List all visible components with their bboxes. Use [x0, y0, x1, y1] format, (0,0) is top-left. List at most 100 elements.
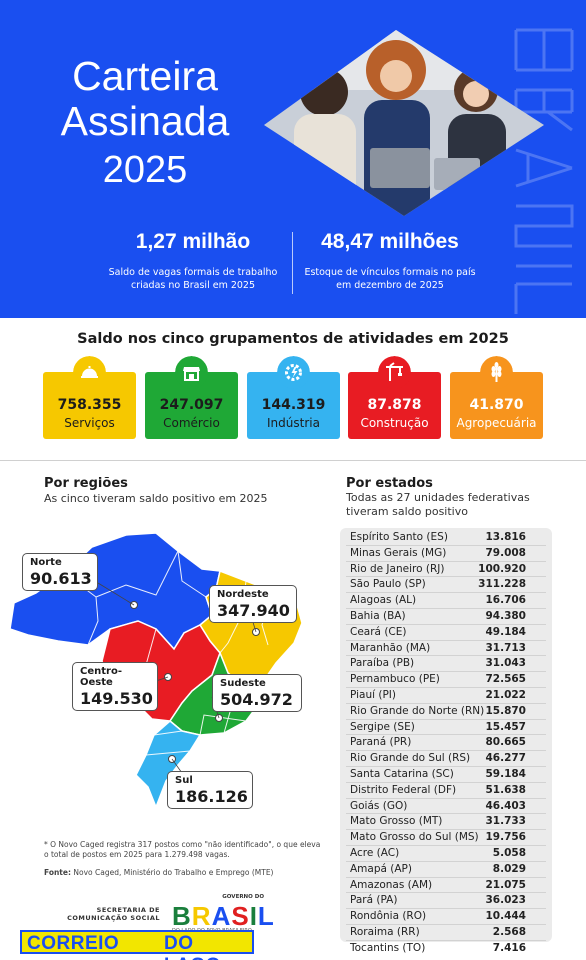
gov-letter: L — [257, 901, 275, 931]
governo-brasil-logo: GOVERNO DO BRASIL DO LADO DO POVO BRASIL… — [172, 894, 274, 934]
state-value: 2.568 — [492, 925, 526, 938]
state-row: Distrito Federal (DF) 51.638 — [346, 783, 546, 799]
sector-value: 41.870 — [469, 397, 524, 413]
state-row: Rio Grande do Sul (RS) 46.277 — [346, 751, 546, 767]
regions-title: Por regiões — [44, 476, 128, 491]
state-name: Piauí (PI) — [350, 688, 396, 701]
state-name: Paraíba (PB) — [350, 657, 415, 670]
state-row: Acre (AC) 5.058 — [346, 846, 546, 862]
state-name: Amapá (AP) — [350, 862, 412, 875]
regions-subtitle: As cinco tiveram saldo positivo em 2025 — [44, 492, 268, 505]
state-row: Sergipe (SE) 15.457 — [346, 720, 546, 736]
state-row: Roraima (RR) 2.568 — [346, 925, 546, 941]
state-name: Espírito Santo (ES) — [350, 531, 448, 543]
correio-do-lago-banner: CORREIO DO LAGO — [20, 930, 254, 960]
sectors-title: Saldo nos cinco grupamentos de atividade… — [77, 331, 509, 347]
gov-letter: I — [249, 901, 258, 931]
state-name: Alagoas (AL) — [350, 594, 417, 607]
state-name: Amazonas (AM) — [350, 878, 433, 891]
state-value: 79.008 — [485, 546, 526, 559]
state-value: 15.870 — [485, 704, 526, 717]
gov-letter: A — [211, 901, 232, 931]
crane-icon — [378, 356, 411, 389]
region-label-nordeste: Nordeste 347.940 — [209, 585, 297, 623]
state-value: 19.756 — [485, 831, 526, 844]
sector-card-industria: 144.319 Indústria — [247, 356, 340, 439]
state-value: 8.029 — [492, 862, 526, 875]
state-value: 80.665 — [485, 736, 526, 749]
state-row: Goiás (GO) 46.403 — [346, 799, 546, 815]
region-value: 90.613 — [30, 569, 92, 588]
state-row: Ceará (CE) 49.184 — [346, 625, 546, 641]
state-row: Rio de Janeiro (RJ) 100.920 — [346, 562, 546, 578]
state-value: 5.058 — [492, 846, 526, 859]
source-text: Novo Caged, Ministério do Trabalho e Emp… — [73, 868, 274, 877]
brasil-watermark-graphic — [514, 28, 574, 314]
stat-formal-stock: 48,47 milhões Estoque de vínculos formai… — [300, 230, 480, 292]
sector-value: 144.319 — [261, 397, 326, 413]
state-row: Paraná (PR) 80.665 — [346, 735, 546, 752]
states-title: Por estados — [346, 476, 433, 491]
state-value: 51.638 — [485, 783, 526, 796]
state-row: Minas Gerais (MG) 79.008 — [346, 546, 546, 562]
region-value: 186.126 — [175, 787, 248, 806]
workers-photo — [264, 30, 544, 216]
sector-label: Construção — [360, 416, 429, 430]
state-value: 21.075 — [485, 878, 526, 891]
state-row: Mato Grosso do Sul (MS) 19.756 — [346, 830, 546, 846]
wheat-icon — [480, 356, 513, 389]
state-value: 10.444 — [485, 910, 526, 923]
region-name: Norte — [30, 557, 62, 568]
title-line1: Carteira — [72, 53, 218, 99]
state-row: Maranhão (MA) 31.713 — [346, 641, 546, 657]
state-row: Paraíba (PB) 31.043 — [346, 656, 546, 673]
state-row: Mato Grosso (MT) 31.733 — [346, 814, 546, 831]
region-name: Centro-Oeste — [80, 666, 122, 688]
state-value: 46.403 — [485, 799, 526, 812]
stat-formal-stock-value: 48,47 milhões — [321, 230, 459, 253]
state-value: 31.733 — [485, 815, 526, 828]
banner-word2: DO LAGO — [164, 933, 220, 960]
state-value: 72.565 — [485, 673, 526, 686]
state-name: Minas Gerais (MG) — [350, 546, 447, 559]
region-name: Sudeste — [220, 678, 266, 689]
stat-jobs-created: 1,27 milhão Saldo de vagas formais de tr… — [98, 230, 288, 292]
sector-value: 87.878 — [367, 397, 422, 413]
gov-letter: R — [191, 901, 212, 931]
sector-value: 247.097 — [159, 397, 224, 413]
region-name: Sul — [175, 775, 193, 786]
state-name: Mato Grosso (MT) — [350, 815, 443, 828]
state-name: Santa Catarina (SC) — [350, 767, 454, 780]
state-row: Tocantins (TO) 7.416 — [346, 941, 546, 957]
state-value: 49.184 — [485, 625, 526, 638]
region-label-sudeste: Sudeste 504.972 — [212, 674, 302, 712]
state-row: Amazonas (AM) 21.075 — [346, 878, 546, 894]
state-name: Pará (PA) — [350, 894, 398, 907]
gov-wordmark: BRASIL — [172, 901, 275, 932]
gov-top-text: GOVERNO DO — [222, 894, 264, 900]
service-bell-icon — [73, 356, 106, 389]
state-name: São Paulo (SP) — [350, 578, 426, 591]
title-year: 2025 — [102, 149, 188, 191]
stat-divider — [292, 232, 293, 294]
state-value: 94.380 — [485, 609, 526, 622]
region-value: 347.940 — [217, 601, 290, 620]
state-value: 31.713 — [485, 641, 526, 654]
state-name: Maranhão (MA) — [350, 641, 431, 654]
secom-line2: COMUNICAÇÃO SOCIAL — [67, 914, 160, 922]
secom-line1: SECRETARIA DE — [96, 906, 160, 914]
sector-label: Comércio — [163, 416, 220, 430]
sector-card-comercio: 247.097 Comércio — [145, 356, 238, 439]
state-name: Roraima (RR) — [350, 925, 420, 938]
state-name: Bahia (BA) — [350, 609, 406, 622]
sector-label: Serviços — [64, 416, 115, 430]
region-label-centro-oeste: Centro-Oeste 149.530 — [72, 662, 158, 711]
state-row: Pernambuco (PE) 72.565 — [346, 672, 546, 688]
state-row: Amapá (AP) 8.029 — [346, 862, 546, 878]
title-line2: Assinada — [60, 98, 230, 144]
state-value: 15.457 — [485, 720, 526, 733]
source-line: Fonte: Novo Caged, Ministério do Trabalh… — [44, 868, 326, 877]
state-value: 46.277 — [485, 752, 526, 765]
state-name: Tocantins (TO) — [350, 941, 426, 954]
state-value: 13.816 — [485, 531, 526, 543]
